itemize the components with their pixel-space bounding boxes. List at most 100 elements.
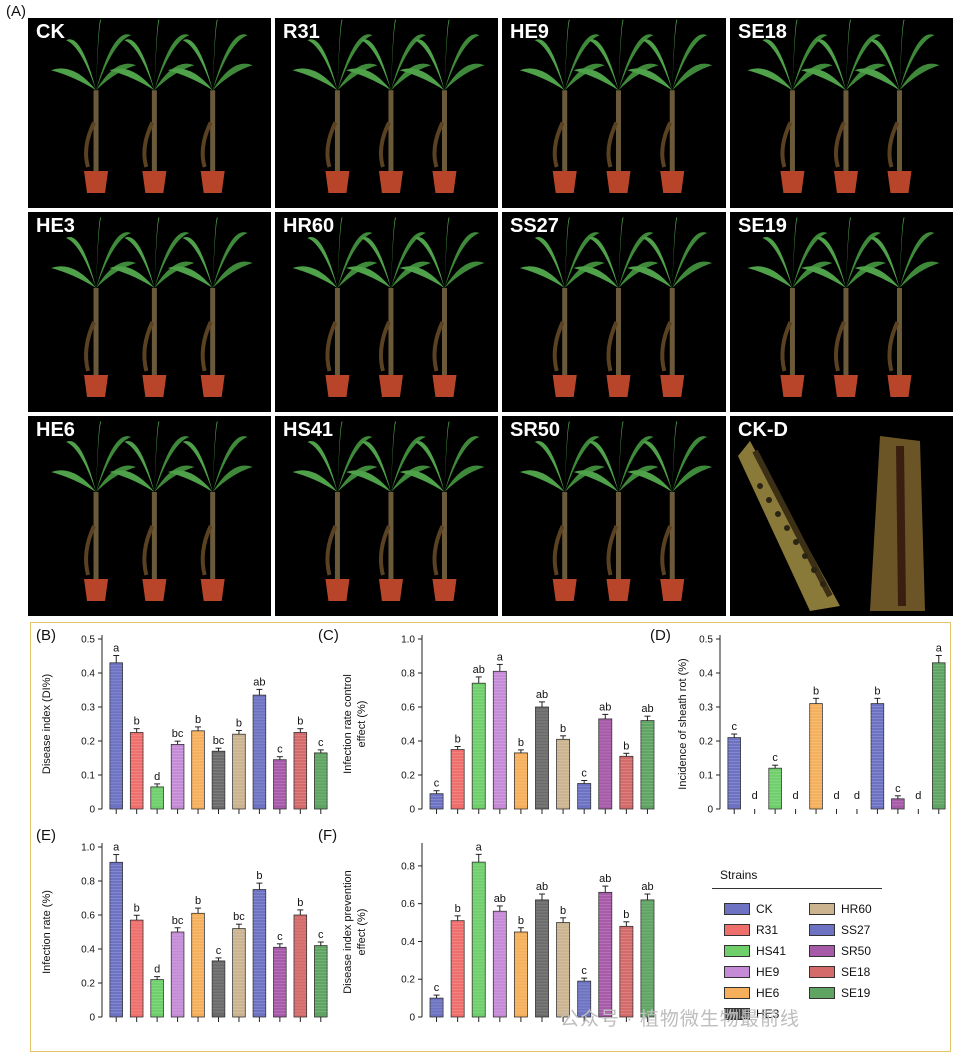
y-tick-label: 0.8 [81, 877, 95, 888]
plant-illustration [292, 19, 485, 193]
bar-sr50 [273, 759, 287, 810]
significance-letter: a [113, 842, 120, 854]
photo-label: SE18 [738, 21, 787, 43]
significance-letter: c [216, 945, 222, 957]
significance-letter: ab [253, 676, 265, 688]
legend-label: HE3 [756, 1007, 780, 1021]
y-tick-label: 0.6 [401, 703, 415, 714]
legend-item-ck: CK [724, 901, 773, 917]
significance-letter: b [134, 902, 140, 914]
watermark-text: 公众号 · 植物微生物最前线 [560, 1009, 800, 1030]
plant-illustration [519, 421, 713, 601]
significance-letter: b [455, 903, 461, 915]
significance-letter: c [318, 737, 324, 749]
y-tick-label: 0.2 [401, 771, 415, 782]
photo-label: HE3 [36, 215, 75, 237]
photo-label: SR50 [510, 419, 561, 441]
significance-letter: c [581, 965, 587, 977]
legend-swatch [809, 945, 835, 957]
plant-photo-he6: HE6 [28, 416, 271, 616]
legend-swatch [809, 924, 835, 936]
y-tick-label: 0.4 [81, 945, 95, 956]
legend-item-r31: R31 [724, 922, 778, 938]
legend-label: R31 [756, 923, 779, 937]
significance-letter: b [623, 740, 629, 752]
y-tick-label: 0.5 [699, 635, 713, 646]
legend-label: SS27 [841, 923, 871, 937]
bar-sr50 [598, 891, 613, 1018]
panel-letter: (F) [318, 827, 337, 844]
significance-letter: ab [599, 873, 611, 885]
significance-letter: b [455, 734, 461, 746]
significance-letter: bc [233, 911, 245, 923]
significance-letter: c [277, 931, 283, 943]
legend-item-he3: HE3 [724, 1006, 779, 1022]
significance-letter: b [623, 909, 629, 921]
legend-label: SE19 [841, 986, 871, 1000]
bar-hr60 [556, 922, 571, 1018]
chart-infection-rate-control: (C) 0 0.2 0.4 0.6 0.8 1.0 Infection rate contro… [318, 627, 655, 816]
significance-letter: d [154, 964, 160, 976]
y-tick-label: 0.6 [401, 899, 415, 910]
legend-item-hs41: HS41 [724, 943, 786, 959]
significance-letter: c [434, 778, 440, 790]
legend-swatch [724, 945, 750, 957]
bar-hs41 [150, 979, 164, 1018]
legend-swatch [809, 903, 835, 915]
plant-illustration [747, 217, 940, 397]
legend-item-sr50: SR50 [809, 943, 871, 959]
plant-illustration [292, 421, 485, 601]
y-tick-label: 0 [89, 805, 95, 816]
photo-label: SS27 [510, 215, 559, 237]
significance-letter: c [731, 721, 737, 733]
legend-swatch [724, 924, 750, 936]
photo-label: CK-D [738, 419, 788, 441]
y-tick-label: 0.3 [81, 703, 95, 714]
plant-illustration [51, 19, 253, 193]
photo-label: HS41 [283, 419, 334, 441]
significance-letter: c [318, 929, 324, 941]
chart-disease-index-prevention: (F) 0 0.2 0.4 0.6 0.8 Disease index prevention… [318, 827, 655, 1024]
legend-item-hr60: HR60 [809, 901, 872, 917]
bar-sr50 [273, 946, 287, 1018]
y-axis-title-line1: Infection rate control [342, 674, 354, 774]
significance-letter: c [772, 752, 778, 764]
significance-letter: d [833, 790, 839, 802]
y-tick-label: 1.0 [401, 635, 415, 646]
photo-label: HE6 [36, 419, 75, 441]
significance-letter: b [813, 685, 819, 697]
plant-photo-grid: CK R31 HE9 SE18 HE3 HR60 SS27 SE19 HE6 HS41 SR50 CK… [28, 18, 953, 616]
legend-item-he9: HE9 [724, 964, 779, 980]
bar-he3 [211, 750, 226, 810]
legend-swatch [724, 987, 750, 999]
y-tick-label: 0.1 [81, 771, 95, 782]
significance-letter: a [497, 651, 504, 663]
significance-letter: b [560, 905, 566, 917]
plant-photo-se18: SE18 [730, 18, 953, 208]
y-tick-label: 0.2 [699, 737, 713, 748]
significance-letter: d [793, 790, 799, 802]
bar-hs41 [768, 767, 782, 810]
significance-letter: ab [473, 664, 485, 676]
legend-swatch [724, 903, 750, 915]
y-tick-label: 0.2 [81, 737, 95, 748]
plant-illustration [738, 436, 925, 611]
legend-swatch [724, 1008, 750, 1020]
bar-ss27 [577, 783, 592, 810]
significance-letter: b [874, 685, 880, 697]
legend-divider [712, 888, 882, 889]
y-tick-label: 0.5 [81, 635, 95, 646]
bar-se19 [640, 899, 655, 1018]
significance-letter: ab [536, 881, 548, 893]
significance-letter: b [195, 714, 201, 726]
significance-letter: bc [213, 735, 225, 747]
significance-letter: d [752, 790, 758, 802]
significance-letter: b [134, 716, 140, 728]
y-axis-title-line2: effect (%) [356, 701, 368, 748]
legend-label: SR50 [841, 944, 872, 958]
significance-letter: c [581, 768, 587, 780]
legend-item-ss27: SS27 [809, 922, 870, 938]
chart-sheath-rot-incidence: (D) 0 0.1 0.2 0.3 0.4 0.5 Incidence of sheath r… [650, 627, 946, 816]
significance-letter: ab [599, 701, 611, 713]
